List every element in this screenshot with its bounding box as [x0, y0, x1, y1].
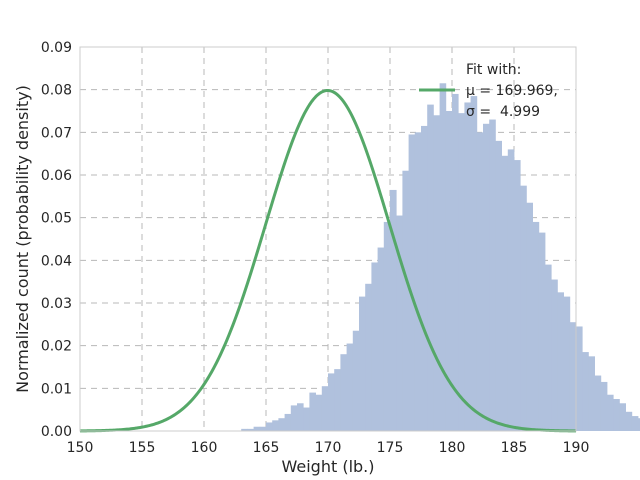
- histogram-bar: [241, 428, 248, 431]
- histogram-bar: [526, 202, 533, 431]
- histogram-bar: [563, 296, 571, 431]
- histogram-bar: [383, 221, 391, 431]
- histogram-bar: [631, 416, 639, 431]
- histogram-bar: [266, 422, 273, 431]
- x-tick-label: 150: [67, 440, 94, 456]
- legend-sigma-text: σ = 4.999: [466, 104, 540, 120]
- histogram-bar: [315, 394, 323, 431]
- y-tick-labels: 0.00 0.01 0.02 0.03 0.04 0.05 0.06 0.07 0.08 0.09: [41, 40, 72, 440]
- histogram-bar: [576, 326, 583, 431]
- histogram-bar: [309, 392, 316, 431]
- legend-title: Fit with:: [466, 62, 521, 78]
- histogram-bar: [619, 403, 626, 431]
- y-tick-label: 0.00: [41, 424, 72, 440]
- histogram-bar: [371, 262, 378, 431]
- histogram-bar: [538, 232, 546, 431]
- plot-frame: [79, 46, 577, 432]
- histogram-bar: [489, 119, 496, 432]
- histogram-bar: [557, 292, 564, 431]
- normal-fit-curve: [79, 89, 577, 433]
- histogram-bar: [359, 296, 366, 431]
- histogram-bar: [483, 123, 490, 432]
- histogram-bar: [321, 386, 329, 431]
- y-tick-label: 0.03: [41, 296, 72, 312]
- histogram-bar: [340, 354, 347, 431]
- histogram-bar: [476, 132, 484, 432]
- histogram-bar: [365, 283, 372, 431]
- histogram-bar: [520, 185, 527, 431]
- histogram-bar: [495, 140, 502, 431]
- y-tick-label: 0.04: [41, 253, 72, 269]
- histogram-bar: [439, 83, 447, 432]
- histogram-bar: [470, 96, 478, 432]
- histogram-bar: [334, 369, 341, 431]
- x-tick-label: 165: [253, 440, 280, 456]
- y-tick-label: 0.09: [41, 40, 72, 56]
- x-tick-label: 190: [563, 440, 590, 456]
- histogram-bar: [452, 93, 459, 431]
- histogram-bar: [514, 160, 521, 432]
- histogram-bar: [458, 113, 465, 431]
- histogram-bar: [414, 132, 422, 432]
- y-tick-label: 0.01: [41, 381, 72, 397]
- y-tick-label: 0.06: [41, 168, 72, 184]
- histogram-bar: [545, 264, 552, 431]
- x-axis-label: Weight (lb.): [282, 457, 375, 476]
- histogram-bar: [433, 115, 440, 432]
- histogram-bar: [427, 104, 434, 431]
- legend-mu-text: μ = 169.969,: [466, 83, 558, 99]
- histogram-bar: [247, 428, 254, 431]
- histogram-bar: [290, 405, 298, 431]
- histogram-bar: [396, 215, 403, 431]
- histogram-bar: [390, 189, 397, 431]
- histogram-bar: [328, 373, 335, 431]
- x-tick-label: 180: [439, 440, 466, 456]
- histogram-bar: [638, 418, 640, 431]
- histogram-bar: [594, 375, 602, 431]
- legend: Fit with: μ = 169.969, σ = 4.999: [419, 62, 558, 120]
- histogram-bar: [625, 411, 633, 431]
- histogram-bar: [445, 111, 453, 431]
- y-tick-label: 0.07: [41, 125, 72, 141]
- histogram-bar: [253, 426, 261, 431]
- histogram-bar: [408, 134, 416, 431]
- histogram-bar: [501, 155, 509, 432]
- x-tick-label: 160: [191, 440, 218, 456]
- histogram-bar: [464, 102, 471, 431]
- histogram-bar: [582, 352, 589, 431]
- histogram-bar: [303, 407, 310, 431]
- histogram-bar: [284, 413, 292, 431]
- histogram-bar: [421, 125, 428, 431]
- histogram-bar: [377, 247, 385, 431]
- y-tick-label: 0.08: [41, 83, 72, 99]
- histogram-bar: [297, 403, 304, 431]
- histogram-bar: [613, 399, 620, 431]
- y-tick-label: 0.05: [41, 211, 72, 227]
- histogram-bar: [551, 279, 558, 431]
- x-tick-label: 185: [501, 440, 528, 456]
- y-axis-label: Normalized count (probability density): [13, 85, 32, 393]
- histogram-bar: [588, 356, 595, 431]
- histogram-bar: [607, 394, 614, 431]
- x-tick-label: 175: [377, 440, 404, 456]
- histogram-bar: [507, 149, 515, 431]
- histogram-bar: [278, 418, 285, 431]
- x-tick-labels: 150 155 160 165 170 175 180 185 190: [67, 440, 590, 456]
- x-tick-label: 170: [315, 440, 342, 456]
- histogram-bar: [352, 330, 360, 431]
- x-tick-label: 155: [129, 440, 156, 456]
- histogram-bar: [532, 221, 540, 431]
- histogram-bar: [346, 343, 354, 431]
- histogram-bar: [259, 426, 267, 431]
- histogram-bar: [402, 170, 409, 431]
- histogram-bar: [569, 322, 577, 431]
- histogram-bars: [241, 83, 640, 432]
- y-tick-label: 0.02: [41, 339, 72, 355]
- histogram-bar: [272, 420, 279, 431]
- histogram-bar: [600, 381, 608, 431]
